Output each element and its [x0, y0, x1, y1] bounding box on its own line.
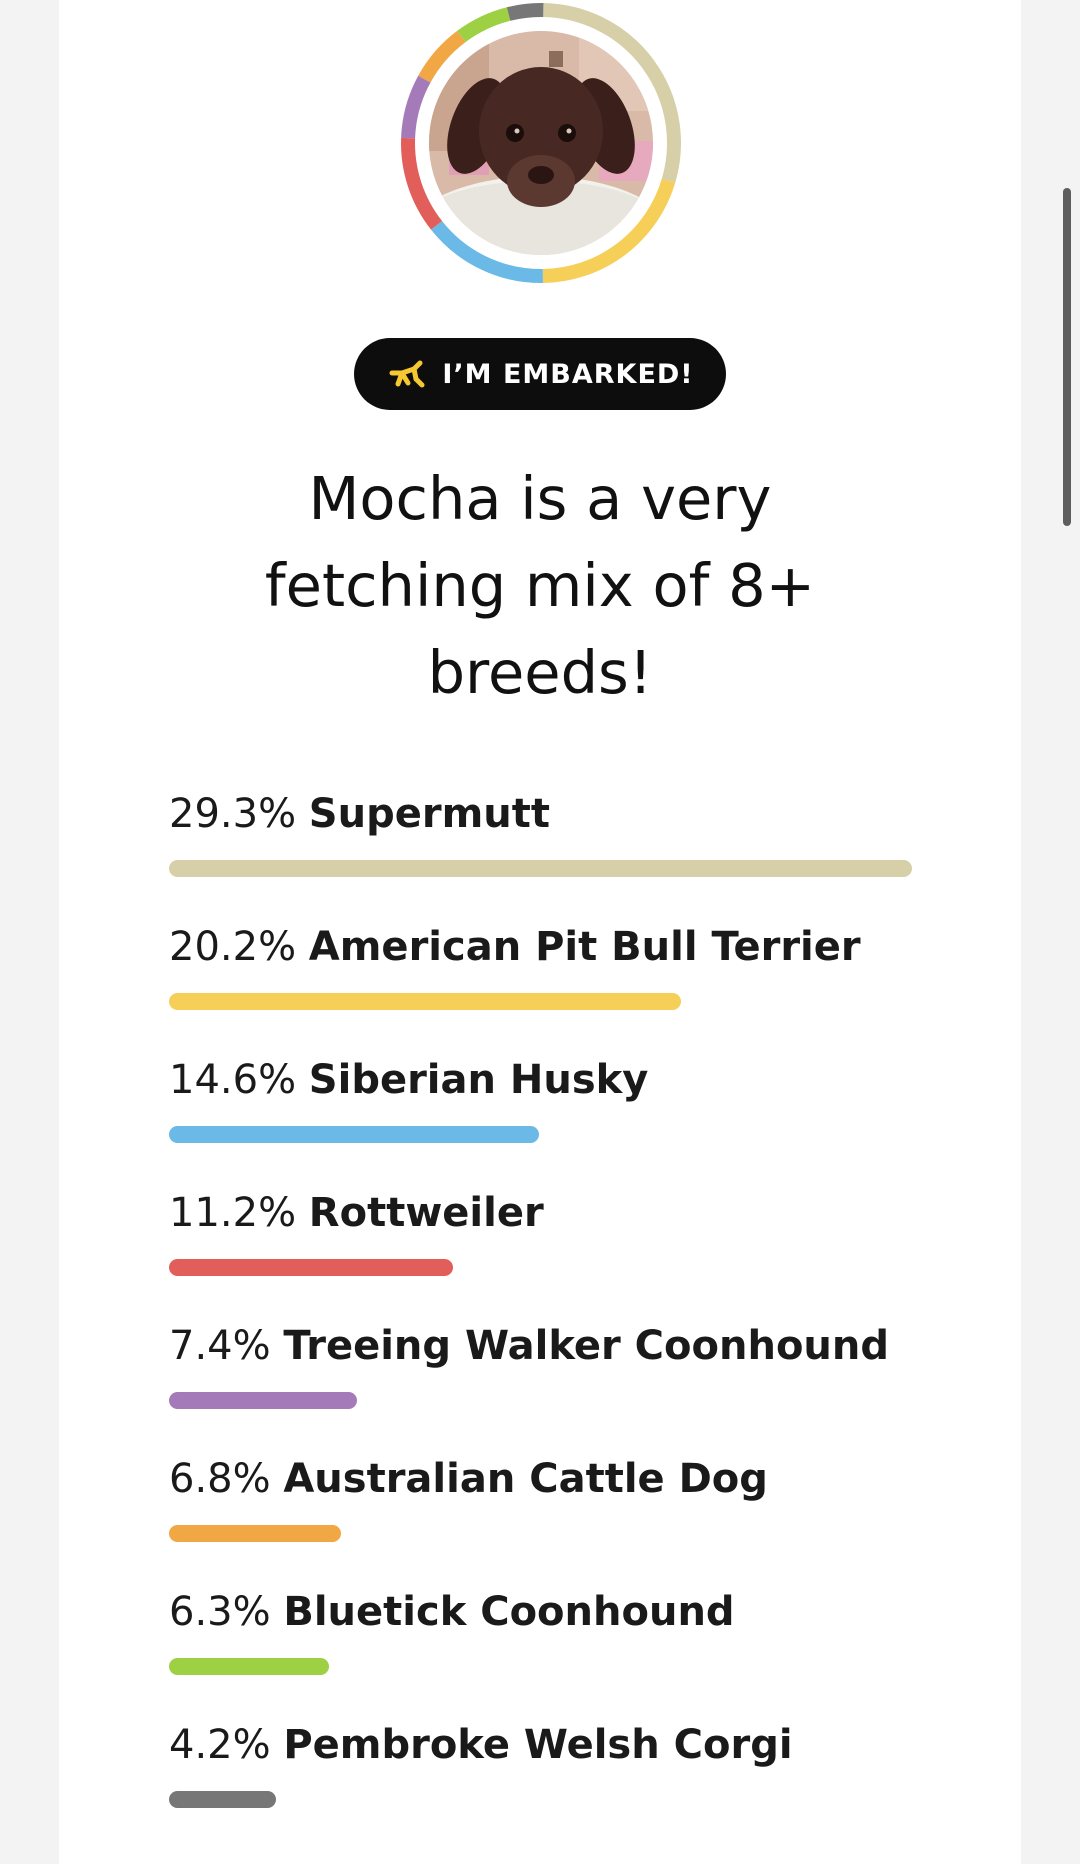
breed-bar-track — [169, 1392, 912, 1409]
breed-bar-track — [169, 993, 912, 1010]
breed-bar-track — [169, 1259, 912, 1276]
breed-bar — [169, 993, 682, 1010]
badge-label: I’M EMBARKED! — [442, 358, 694, 390]
breed-name: Supermutt — [308, 791, 550, 837]
scrollbar-thumb[interactable] — [1063, 188, 1071, 526]
breed-item[interactable]: 4.2% Pembroke Welsh Corgi — [169, 1717, 929, 1850]
breed-percent: 11.2% — [169, 1190, 297, 1236]
breed-label: 6.3% Bluetick Coonhound — [169, 1584, 735, 1640]
breed-label: 7.4% Treeing Walker Coonhound — [169, 1318, 889, 1374]
breed-bar — [169, 860, 912, 877]
breed-bar — [169, 1259, 453, 1276]
breed-item[interactable]: 29.3% Supermutt — [169, 786, 929, 919]
breed-percent: 6.3% — [169, 1589, 271, 1635]
breed-label: 29.3% Supermutt — [169, 786, 550, 842]
ring-segment — [401, 75, 431, 139]
breed-bar — [169, 1525, 342, 1542]
breed-item[interactable]: 6.8% Australian Cattle Dog — [169, 1451, 929, 1584]
breed-bar — [169, 1658, 329, 1675]
embarked-badge[interactable]: I’M EMBARKED! — [354, 338, 726, 410]
breed-label: 14.6% Siberian Husky — [169, 1052, 648, 1108]
page-title: Mocha is a very fetching mix of 8+ breed… — [264, 464, 816, 707]
breed-bar-track — [169, 1791, 912, 1808]
breed-item[interactable]: 6.3% Bluetick Coonhound — [169, 1584, 929, 1717]
breed-bar — [169, 1791, 276, 1808]
dog-avatar[interactable] — [386, 0, 696, 298]
breed-name: Australian Cattle Dog — [283, 1456, 768, 1502]
balloon-dog-icon — [389, 360, 425, 388]
breed-percent: 29.3% — [169, 791, 297, 837]
breed-label: 11.2% Rottweiler — [169, 1185, 544, 1241]
breed-bar-track — [169, 860, 912, 877]
breed-label: 6.8% Australian Cattle Dog — [169, 1451, 768, 1507]
dog-photo — [429, 31, 653, 255]
ring-segment — [431, 220, 543, 283]
breed-percent: 20.2% — [169, 924, 297, 970]
breed-name: Rottweiler — [308, 1190, 544, 1236]
breed-name: Bluetick Coonhound — [283, 1589, 735, 1635]
results-card — [59, 0, 1021, 1864]
breed-name: Pembroke Welsh Corgi — [283, 1722, 793, 1768]
breed-name: American Pit Bull Terrier — [308, 924, 861, 970]
ring-segment — [506, 3, 544, 21]
ring-segment — [418, 30, 466, 83]
breed-percent: 4.2% — [169, 1722, 271, 1768]
ring-segment — [401, 137, 443, 230]
breed-bar-track — [169, 1525, 912, 1542]
ring-segment — [542, 178, 676, 283]
breed-item[interactable]: 14.6% Siberian Husky — [169, 1052, 929, 1185]
breed-label: 4.2% Pembroke Welsh Corgi — [169, 1717, 793, 1773]
breed-percent: 6.8% — [169, 1456, 271, 1502]
ring-segment — [457, 7, 511, 43]
breed-bar — [169, 1392, 357, 1409]
breed-item[interactable]: 20.2% American Pit Bull Terrier — [169, 919, 929, 1052]
breed-bar-track — [169, 1126, 912, 1143]
breed-label: 20.2% American Pit Bull Terrier — [169, 919, 861, 975]
breed-list: 29.3% Supermutt 20.2% American Pit Bull T… — [169, 786, 929, 1850]
breed-name: Treeing Walker Coonhound — [283, 1323, 890, 1369]
breed-item[interactable]: 7.4% Treeing Walker Coonhound — [169, 1318, 929, 1451]
breed-bar — [169, 1126, 540, 1143]
breed-name: Siberian Husky — [308, 1057, 649, 1103]
breed-percent: 7.4% — [169, 1323, 271, 1369]
breed-item[interactable]: 11.2% Rottweiler — [169, 1185, 929, 1318]
breed-bar-track — [169, 1658, 912, 1675]
breed-percent: 14.6% — [169, 1057, 297, 1103]
ring-segment — [543, 3, 681, 183]
